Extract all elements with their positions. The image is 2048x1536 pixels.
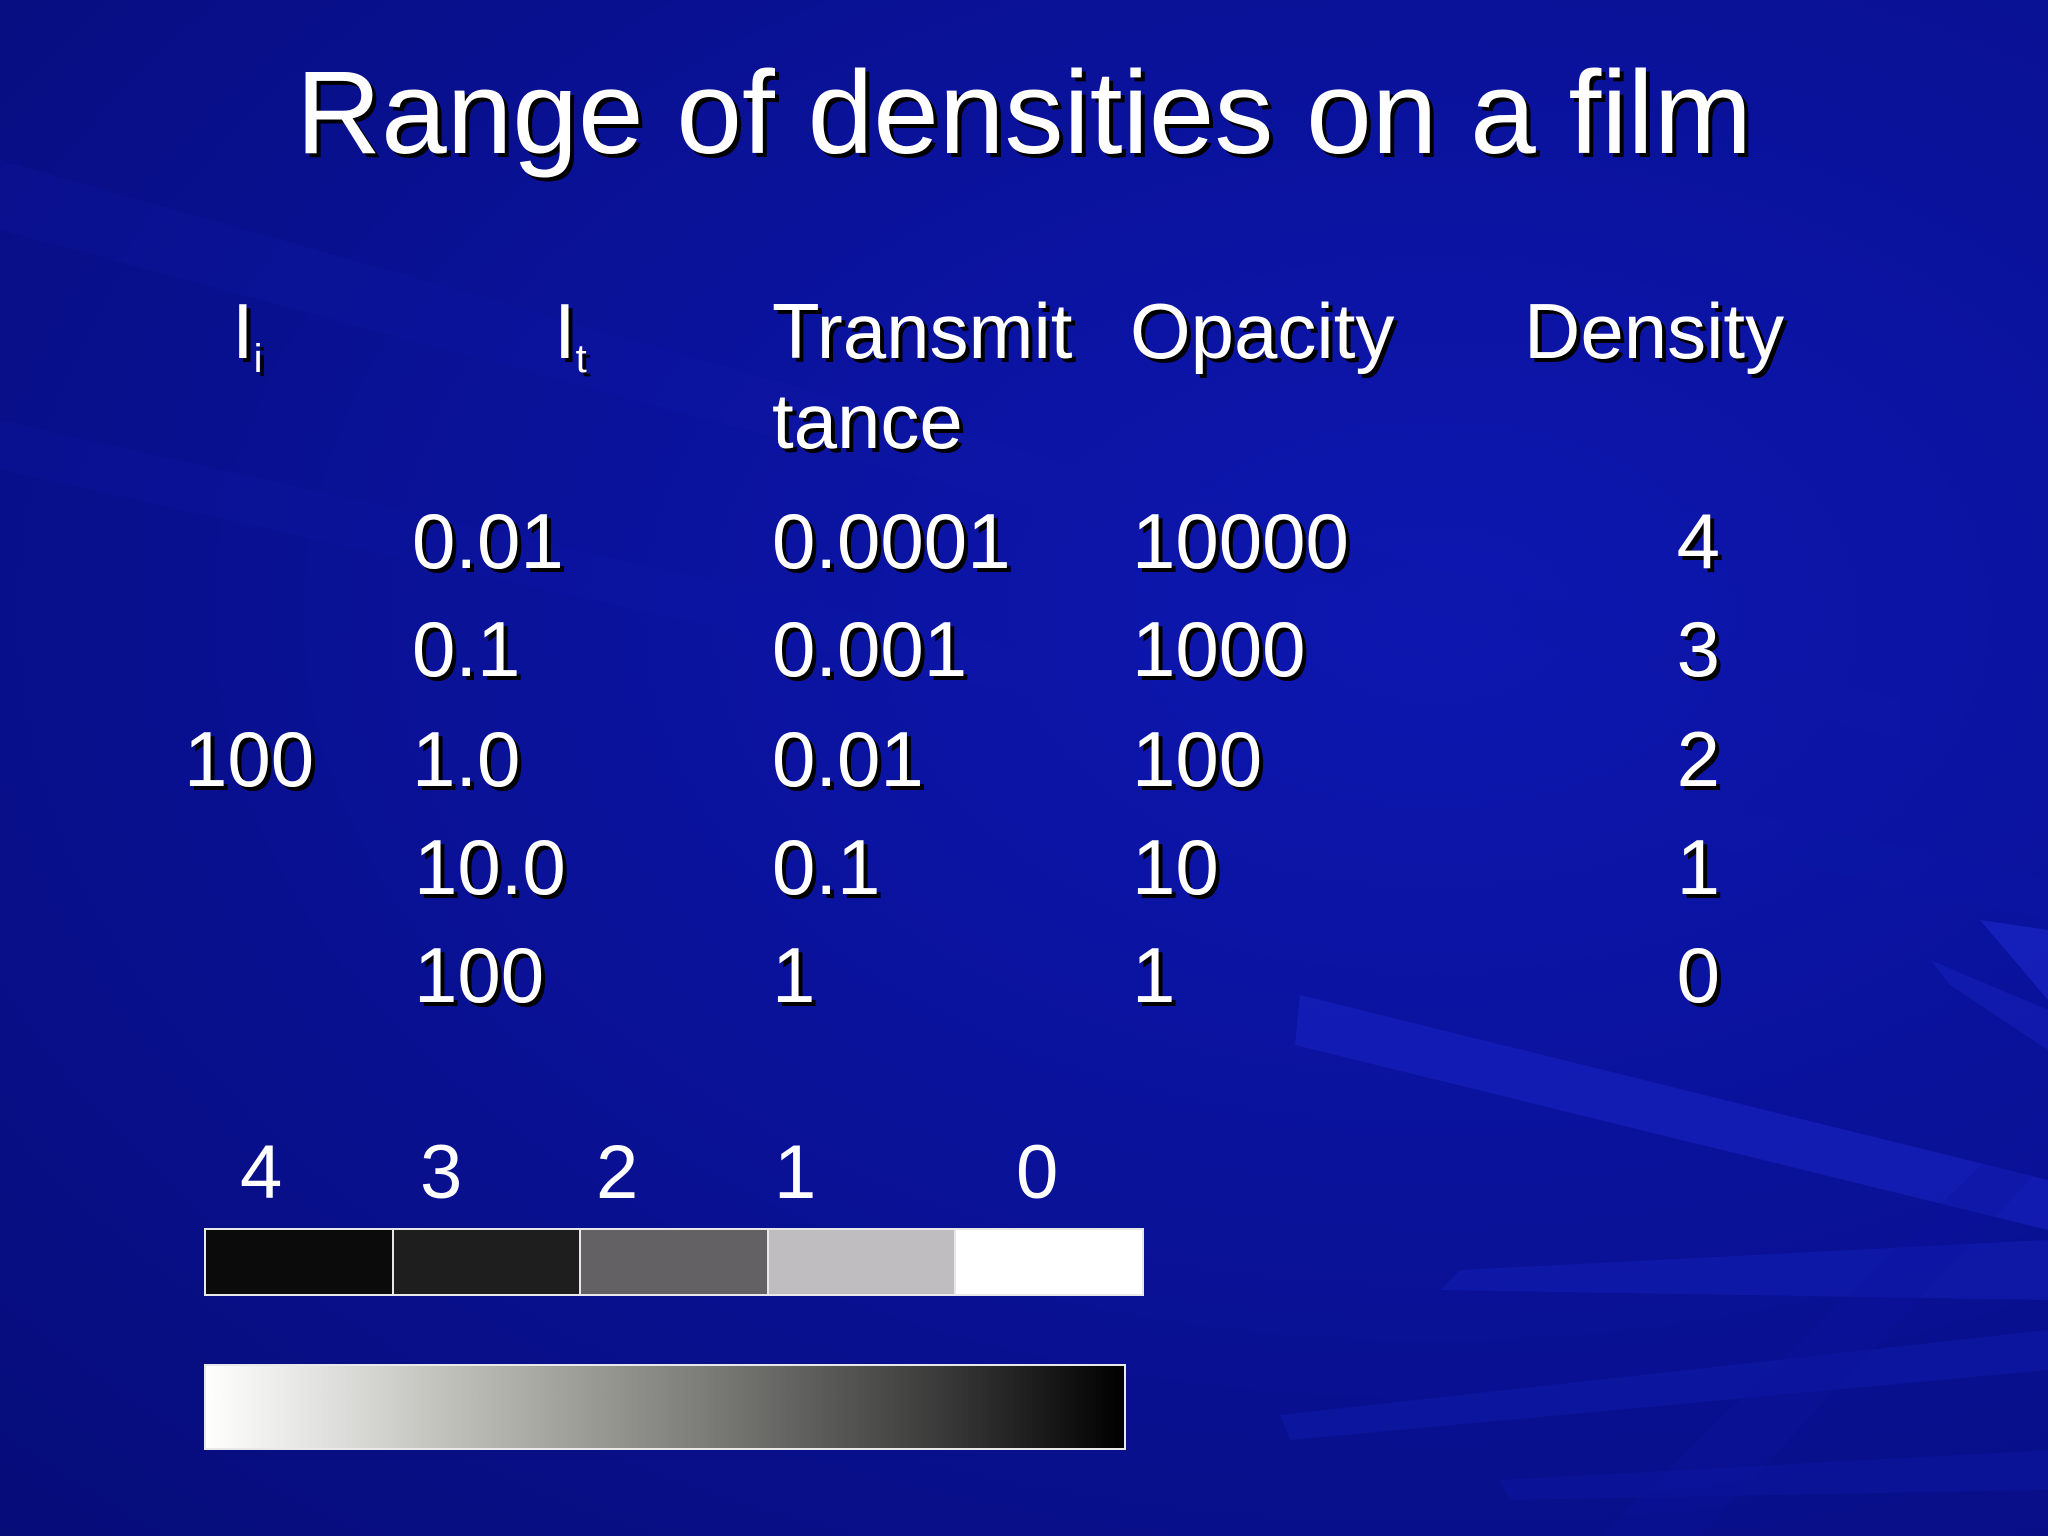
table-cell-transmitted: 10.0 — [414, 823, 566, 911]
table-cell-transmittance: 0.001 — [772, 605, 968, 693]
incident-value: 100 — [184, 715, 315, 803]
table-cell-opacity: 100 — [1132, 715, 1263, 803]
density-gradient-bar — [204, 1364, 1126, 1450]
strip-label: 1 — [774, 1130, 817, 1215]
header-density: Density — [1524, 287, 1785, 375]
table-cell-transmitted: 0.01 — [412, 497, 564, 585]
header-transmitted-intensity: It — [554, 287, 587, 381]
table-cell-transmittance: 0.01 — [772, 715, 924, 803]
table-cell-transmitted: 100 — [414, 931, 545, 1019]
table-cell-opacity: 1000 — [1132, 605, 1306, 693]
table-cell-density: 3 — [1676, 605, 1720, 693]
table-cell-density: 0 — [1676, 931, 1720, 1019]
header-opacity: Opacity — [1130, 287, 1395, 375]
strip-label: 4 — [240, 1130, 283, 1215]
slide-title: Range of densities on a film — [295, 47, 1753, 179]
table-cell-transmitted: 0.1 — [412, 605, 521, 693]
density-step — [768, 1230, 957, 1294]
density-step — [581, 1230, 769, 1294]
density-step — [956, 1230, 1142, 1294]
table-cell-density: 1 — [1676, 823, 1720, 911]
header-transmittance: Transmit tance — [772, 287, 1073, 465]
table-cell-density: 4 — [1676, 497, 1720, 585]
density-step-strip — [204, 1228, 1144, 1296]
table-cell-opacity: 1 — [1132, 931, 1176, 1019]
density-step — [393, 1230, 582, 1294]
table-cell-transmittance: 1 — [772, 931, 816, 1019]
table-cell-transmittance: 0.1 — [772, 823, 881, 911]
density-step — [206, 1230, 394, 1294]
header-incident-intensity: Ii — [232, 287, 263, 381]
table-cell-opacity: 10000 — [1132, 497, 1349, 585]
table-cell-density: 2 — [1676, 715, 1720, 803]
strip-label: 0 — [1016, 1130, 1059, 1215]
table-cell-opacity: 10 — [1132, 823, 1219, 911]
table-cell-transmittance: 0.0001 — [772, 497, 1011, 585]
strip-label: 3 — [420, 1130, 463, 1215]
table-cell-transmitted: 1.0 — [412, 715, 521, 803]
strip-label: 2 — [596, 1130, 639, 1215]
